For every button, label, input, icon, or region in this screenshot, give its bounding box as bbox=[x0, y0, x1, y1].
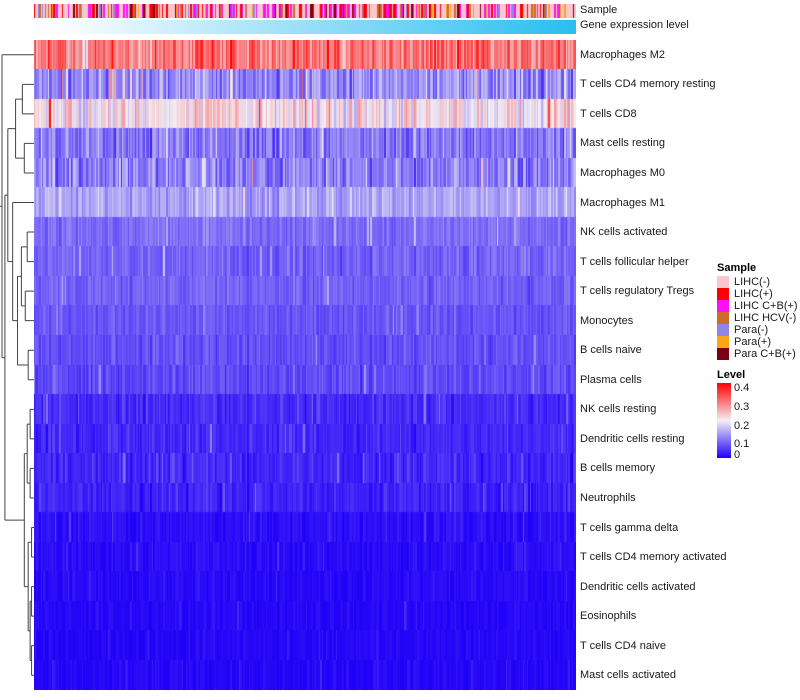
level-tick-label: 0.4 bbox=[734, 382, 750, 394]
sample-legend-item[interactable]: LIHC(+) bbox=[717, 288, 800, 300]
row-label: B cells naive bbox=[580, 344, 642, 357]
row-label: T cells follicular helper bbox=[580, 255, 689, 268]
dendrogram-branch bbox=[7, 128, 16, 263]
dendrogram-branch bbox=[31, 586, 34, 617]
row-label: B cells memory bbox=[580, 462, 656, 475]
row-label: T cells regulatory Tregs bbox=[580, 285, 695, 298]
legend-item-label: Para(-) bbox=[734, 324, 769, 336]
dendrogram-branch bbox=[24, 290, 34, 322]
row-label: T cells CD4 memory activated bbox=[580, 551, 727, 564]
row-label-column: Macrophages M2 T cells CD4 memory resting… bbox=[580, 40, 740, 690]
legend-color-swatch bbox=[717, 336, 729, 348]
heatmap-body bbox=[34, 40, 576, 690]
row-label: Macrophages M1 bbox=[580, 196, 665, 209]
row-label: T cells CD4 naive bbox=[580, 639, 666, 652]
row-dendrogram bbox=[0, 40, 34, 690]
legend-item-label: LIHC(-) bbox=[734, 276, 771, 288]
row-label: NK cells resting bbox=[580, 403, 657, 416]
dendrogram-branch bbox=[17, 275, 29, 366]
level-tick-label: 0.1 bbox=[734, 438, 750, 451]
level-tick-label: 0.3 bbox=[734, 400, 750, 413]
sample-annotation-label: Sample bbox=[580, 4, 618, 16]
row-label: Dendritic cells activated bbox=[580, 580, 696, 593]
row-label: Monocytes bbox=[580, 314, 634, 327]
legend-item-label: Para(+) bbox=[734, 336, 771, 348]
legend-item-label: Para C+B(+) bbox=[734, 348, 796, 360]
legend-panel: Sample LIHC(-) LIHC(+) LIHC C+B(+) LIHC HCV… bbox=[717, 262, 800, 461]
dendrogram-branch bbox=[31, 645, 34, 676]
level-colorbar bbox=[717, 383, 731, 458]
level-legend-title: Level bbox=[717, 369, 746, 381]
row-label: Neutrophils bbox=[580, 491, 636, 504]
dendrogram-branch bbox=[15, 98, 25, 159]
legend-color-swatch bbox=[717, 324, 729, 336]
dendrogram-branch bbox=[21, 83, 34, 115]
dendrogram-branch bbox=[12, 202, 34, 322]
legend-color-swatch bbox=[717, 348, 729, 360]
sample-legend-item[interactable]: LIHC(-) bbox=[717, 276, 800, 288]
row-label: T cells CD8 bbox=[580, 107, 637, 120]
dendrogram-branch bbox=[20, 246, 28, 307]
legend-color-swatch bbox=[717, 276, 729, 288]
gene-expression-annotation-label: Gene expression level bbox=[580, 19, 689, 31]
level-tick-label: 0.2 bbox=[734, 419, 750, 432]
legend-item-label: LIHC C+B(+) bbox=[734, 300, 798, 312]
sample-legend-title: Sample bbox=[717, 262, 757, 274]
sample-legend-item[interactable]: LIHC HCV(-) bbox=[717, 312, 800, 324]
row-label: Eosinophils bbox=[580, 610, 637, 623]
row-label: Plasma cells bbox=[580, 373, 642, 386]
row-label: Macrophages M2 bbox=[580, 48, 665, 61]
legend-item-label: LIHC HCV(-) bbox=[734, 312, 797, 324]
row-label: T cells gamma delta bbox=[580, 521, 679, 534]
row-label: NK cells activated bbox=[580, 226, 668, 239]
sample-legend-item[interactable]: Para(+) bbox=[717, 336, 800, 348]
sample-legend-item[interactable]: Para C+B(+) bbox=[717, 348, 800, 360]
row-label: Dendritic cells resting bbox=[580, 432, 685, 445]
sample-legend-item[interactable]: LIHC C+B(+) bbox=[717, 300, 800, 312]
dendrogram-branch bbox=[26, 231, 34, 263]
row-label: Mast cells resting bbox=[580, 137, 665, 150]
legend-color-swatch bbox=[717, 288, 729, 300]
legend-color-swatch bbox=[717, 312, 729, 324]
sample-legend-items: LIHC(-) LIHC(+) LIHC C+B(+) LIHC HCV(-) Para… bbox=[717, 276, 800, 360]
legend-color-swatch bbox=[717, 300, 729, 312]
level-colorbar-ticks: 0.4 0.3 0.2 0.1 0 bbox=[731, 382, 791, 461]
dendrogram-svg bbox=[0, 54, 34, 676]
dendrogram-branch bbox=[31, 527, 34, 558]
row-label: Mast cells activated bbox=[580, 669, 676, 682]
level-legend: Level 0.4 0.3 0.2 0.1 0 bbox=[717, 369, 800, 461]
legend-item-label: LIHC(+) bbox=[734, 288, 773, 300]
dendrogram-branch bbox=[23, 142, 34, 174]
row-label: T cells CD4 memory resting bbox=[580, 78, 716, 91]
level-tick-label: 0 bbox=[734, 449, 741, 461]
sample-annotation-bar bbox=[34, 4, 576, 18]
sample-legend-item[interactable]: Para(-) bbox=[717, 324, 800, 336]
gene-expression-annotation-bar bbox=[34, 20, 576, 34]
row-label: Macrophages M0 bbox=[580, 166, 665, 179]
